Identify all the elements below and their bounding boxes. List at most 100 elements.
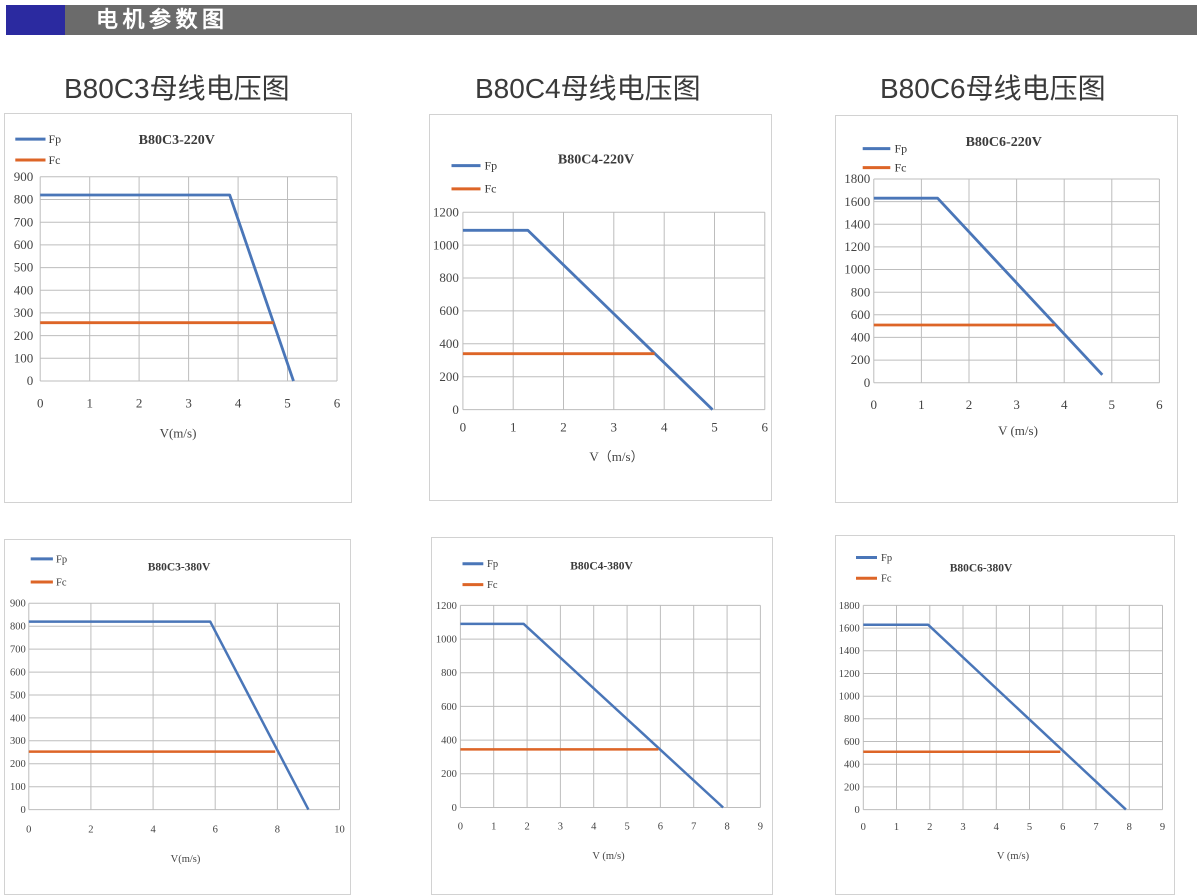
svg-text:1000: 1000 [433,237,459,252]
svg-text:5: 5 [624,821,629,832]
svg-text:8: 8 [724,821,729,832]
svg-text:4: 4 [591,821,597,832]
svg-text:7: 7 [1093,822,1098,833]
svg-text:Fp: Fp [49,132,62,146]
svg-text:1400: 1400 [844,216,870,231]
svg-text:200: 200 [441,769,457,780]
svg-text:600: 600 [441,702,457,713]
svg-text:1200: 1200 [433,204,459,219]
svg-text:1200: 1200 [436,601,457,612]
svg-text:200: 200 [844,782,860,793]
svg-text:1000: 1000 [436,634,457,645]
svg-text:1: 1 [510,420,517,435]
svg-text:1000: 1000 [844,262,870,277]
svg-text:8: 8 [275,824,280,835]
svg-text:6: 6 [762,420,769,435]
svg-text:Fc: Fc [485,182,497,196]
svg-text:B80C4-220V: B80C4-220V [558,153,634,168]
svg-text:1: 1 [86,396,93,411]
svg-text:6: 6 [1156,397,1163,412]
svg-text:900: 900 [10,599,26,610]
svg-text:V (m/s): V (m/s) [998,423,1038,438]
svg-text:B80C3-220V: B80C3-220V [139,133,215,148]
svg-text:2: 2 [927,822,932,833]
svg-text:Fc: Fc [49,153,61,167]
svg-text:2: 2 [966,397,973,412]
svg-text:800: 800 [851,284,871,299]
svg-text:1: 1 [491,821,496,832]
svg-text:2: 2 [136,396,143,411]
svg-text:3: 3 [185,396,192,411]
svg-text:Fp: Fp [895,141,908,155]
svg-text:3: 3 [960,822,965,833]
svg-text:B80C6-220V: B80C6-220V [966,135,1042,150]
svg-text:3: 3 [558,821,563,832]
svg-text:1800: 1800 [844,171,870,186]
svg-text:1400: 1400 [839,646,860,657]
svg-text:B80C4-380V: B80C4-380V [570,561,633,573]
svg-text:6: 6 [334,396,341,411]
svg-text:200: 200 [851,352,871,367]
svg-text:400: 400 [844,760,860,771]
svg-text:6: 6 [1060,822,1065,833]
svg-text:2: 2 [88,824,93,835]
svg-text:0: 0 [458,821,463,832]
svg-text:800: 800 [14,192,34,207]
svg-text:1200: 1200 [844,239,870,254]
svg-text:0: 0 [27,373,34,388]
svg-text:6: 6 [213,824,218,835]
svg-text:9: 9 [1160,822,1165,833]
svg-text:0: 0 [452,402,459,417]
svg-text:0: 0 [21,805,26,816]
svg-text:Fc: Fc [881,574,892,585]
svg-text:3: 3 [611,420,618,435]
svg-text:1: 1 [894,822,899,833]
svg-text:5: 5 [711,420,718,435]
svg-text:900: 900 [14,169,34,184]
svg-text:5: 5 [1109,397,1116,412]
svg-text:800: 800 [439,270,459,285]
svg-text:V (m/s): V (m/s) [997,851,1030,862]
svg-text:V (m/s): V (m/s) [592,851,625,862]
svg-text:600: 600 [10,667,26,678]
svg-text:400: 400 [439,336,459,351]
svg-text:1000: 1000 [839,692,860,703]
svg-text:200: 200 [10,759,26,770]
svg-text:4: 4 [1061,397,1068,412]
svg-text:3: 3 [1013,397,1020,412]
svg-text:800: 800 [844,714,860,725]
svg-text:4: 4 [661,420,668,435]
svg-text:5: 5 [284,396,291,411]
svg-text:V(m/s): V(m/s) [160,426,197,441]
svg-text:4: 4 [994,822,1000,833]
svg-text:8: 8 [1127,822,1132,833]
svg-text:100: 100 [14,351,34,366]
svg-text:800: 800 [441,668,457,679]
svg-text:6: 6 [658,821,663,832]
svg-text:Fc: Fc [487,580,498,591]
svg-text:10: 10 [334,824,345,835]
svg-text:1600: 1600 [839,623,860,634]
svg-text:0: 0 [452,803,457,814]
svg-text:400: 400 [851,330,871,345]
svg-text:1600: 1600 [844,194,870,209]
svg-text:300: 300 [14,305,34,320]
svg-text:2: 2 [524,821,529,832]
svg-text:0: 0 [861,822,866,833]
svg-text:0: 0 [37,396,44,411]
svg-text:1800: 1800 [839,601,860,612]
svg-text:B80C6-380V: B80C6-380V [950,563,1013,575]
svg-text:0: 0 [460,420,467,435]
svg-text:600: 600 [439,303,459,318]
svg-text:800: 800 [10,622,26,633]
svg-text:Fp: Fp [487,559,498,570]
svg-text:B80C3-380V: B80C3-380V [148,562,211,574]
svg-text:200: 200 [14,328,34,343]
svg-text:500: 500 [14,260,34,275]
svg-text:500: 500 [10,690,26,701]
svg-text:100: 100 [10,782,26,793]
svg-text:700: 700 [14,214,34,229]
svg-text:600: 600 [14,237,34,252]
svg-text:V(m/s): V(m/s) [171,854,201,865]
svg-text:Fp: Fp [56,554,67,565]
